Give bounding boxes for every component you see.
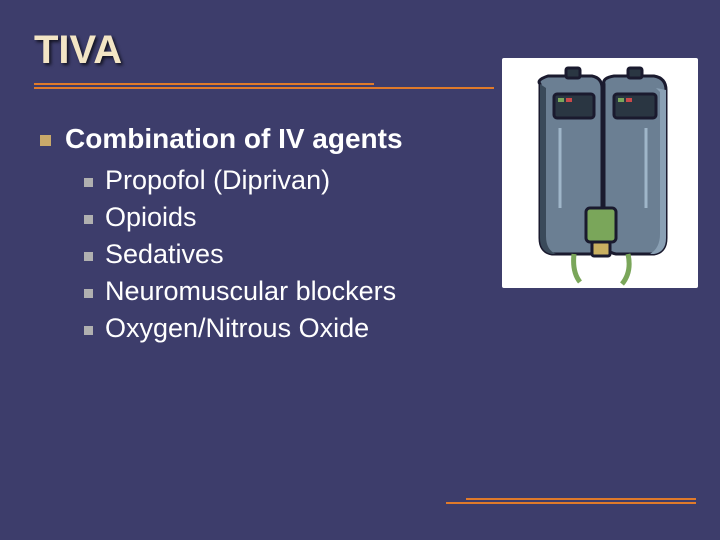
list-item: Oxygen/Nitrous Oxide xyxy=(84,313,686,344)
list-item-label: Propofol (Diprivan) xyxy=(105,165,330,196)
bullet-marker-icon xyxy=(84,178,93,187)
slide: TIVA Combination of IV agents Propofol (… xyxy=(0,0,720,540)
list-item-label: Sedatives xyxy=(105,239,224,270)
footer-divider xyxy=(446,498,696,502)
iv-pump-icon xyxy=(502,58,698,288)
bullet-marker-icon xyxy=(40,135,51,146)
list-item-label: Oxygen/Nitrous Oxide xyxy=(105,313,369,344)
bullet-marker-icon xyxy=(84,215,93,224)
divider-line xyxy=(34,87,494,89)
divider-line xyxy=(34,83,374,85)
bullet-marker-icon xyxy=(84,326,93,335)
title-divider xyxy=(34,83,494,87)
divider-line xyxy=(446,502,696,504)
list-item-label: Combination of IV agents xyxy=(65,123,403,155)
divider-line xyxy=(466,498,696,500)
list-item-label: Neuromuscular blockers xyxy=(105,276,396,307)
list-item-label: Opioids xyxy=(105,202,197,233)
bullet-marker-icon xyxy=(84,252,93,261)
bullet-marker-icon xyxy=(84,289,93,298)
